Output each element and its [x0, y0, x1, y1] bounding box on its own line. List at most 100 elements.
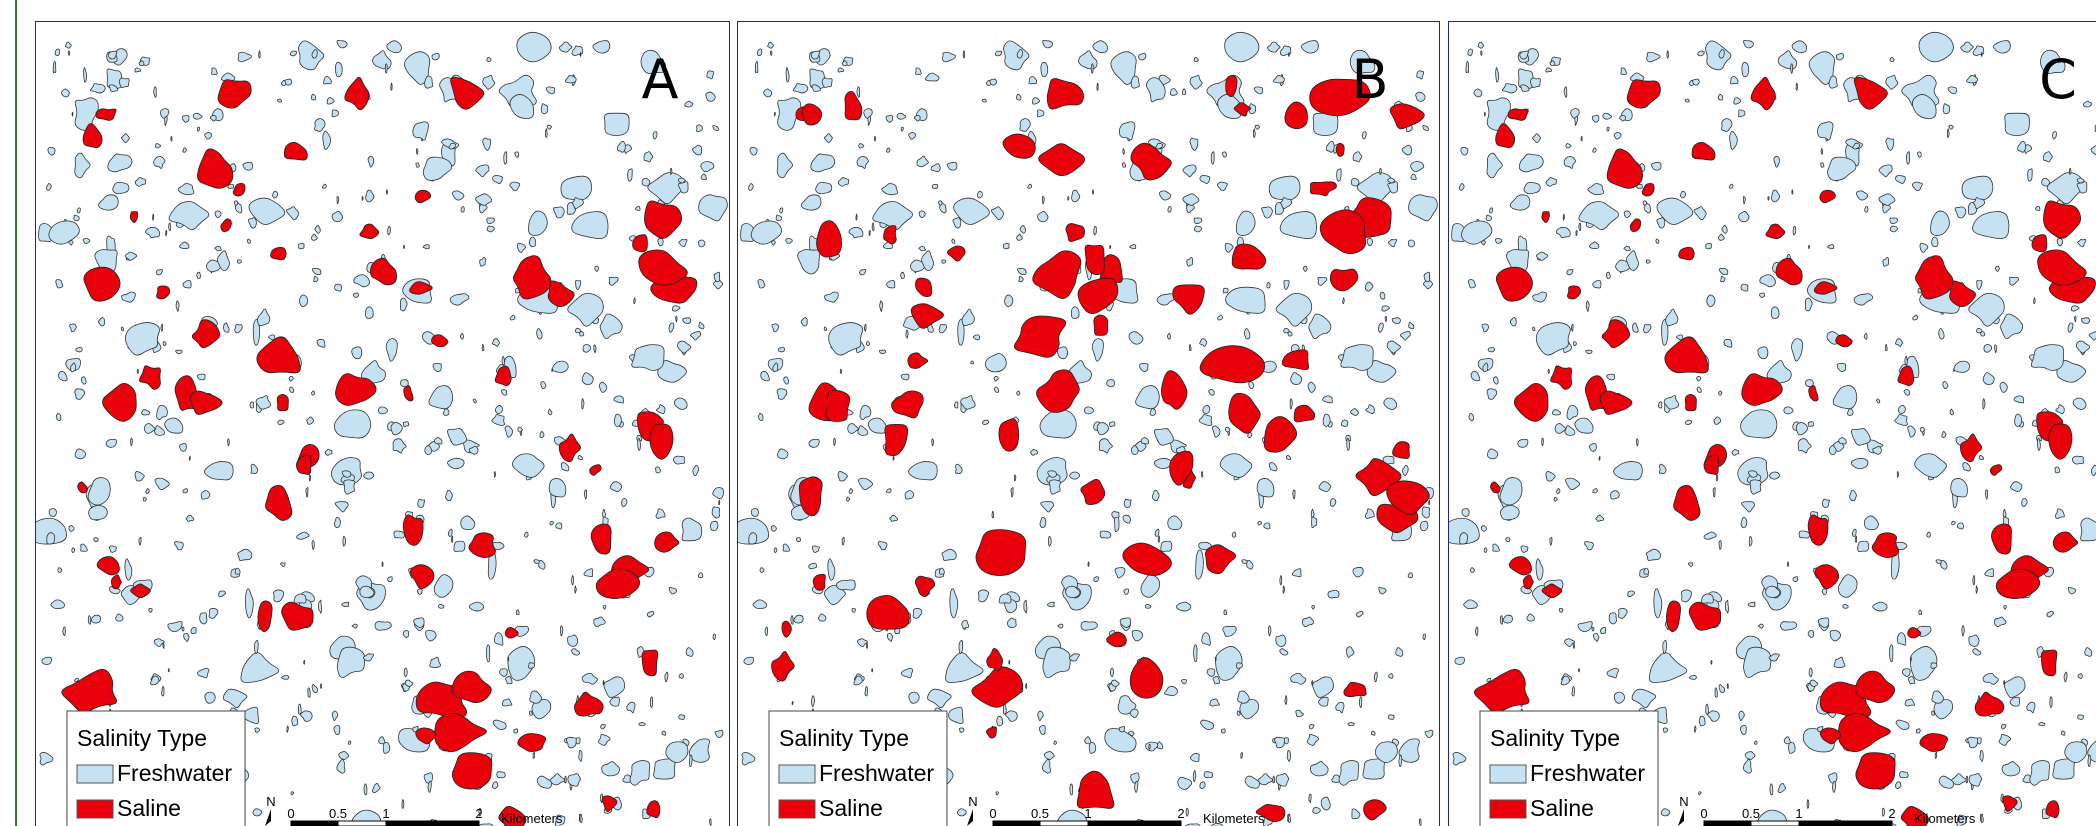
freshwater-lake [1161, 541, 1172, 552]
freshwater-lake [1141, 438, 1148, 444]
freshwater-lake [566, 737, 576, 748]
scale-segment [1704, 821, 1751, 826]
freshwater-lake [378, 407, 387, 414]
freshwater-lake [1573, 341, 1576, 345]
freshwater-lake [791, 616, 793, 625]
freshwater-lake [348, 741, 351, 745]
map-panel: CSalinity TypeFreshwaterSalineN00.512Kil… [1441, 21, 2096, 826]
freshwater-lake [1380, 168, 1382, 174]
freshwater-lake [842, 537, 844, 545]
freshwater-lake [1359, 697, 1361, 708]
freshwater-lake [816, 182, 832, 193]
freshwater-lake [1606, 272, 1610, 278]
freshwater-lake [1607, 127, 1609, 131]
freshwater-lake [461, 206, 464, 212]
saline-lake [1508, 109, 1528, 121]
scale-segment [1751, 821, 1799, 826]
freshwater-lake [189, 456, 190, 460]
freshwater-lake [1563, 214, 1564, 220]
freshwater-lake [940, 568, 945, 574]
freshwater-lake [1573, 643, 1574, 648]
freshwater-lake [1341, 420, 1347, 426]
freshwater-lake [418, 499, 425, 507]
saline-lake [1856, 753, 1895, 789]
freshwater-lake [238, 260, 242, 263]
freshwater-lake [2050, 697, 2052, 708]
saline-lake [826, 390, 850, 421]
freshwater-lake [1268, 626, 1270, 636]
freshwater-lake [1107, 380, 1115, 387]
freshwater-lake [1646, 260, 1650, 263]
freshwater-lake [1399, 755, 1402, 766]
freshwater-lake [1094, 577, 1099, 582]
scale-tick-label: 0.5 [1031, 806, 1049, 821]
freshwater-lake [312, 541, 314, 550]
freshwater-lake [168, 669, 169, 672]
freshwater-lake [94, 538, 98, 542]
freshwater-lake [1269, 176, 1300, 200]
legend-swatch [77, 800, 113, 818]
freshwater-lake [235, 568, 240, 574]
freshwater-lake [1962, 626, 1964, 636]
freshwater-lake [758, 413, 763, 420]
freshwater-lake [719, 500, 720, 505]
scale-tick-label: 0 [1700, 806, 1707, 821]
freshwater-lake [1919, 610, 1922, 615]
freshwater-lake [1885, 344, 1887, 350]
freshwater-lake [1592, 627, 1594, 631]
freshwater-lake [1408, 240, 1415, 247]
freshwater-lake [2028, 169, 2033, 182]
freshwater-lake [869, 230, 870, 235]
freshwater-lake [88, 616, 90, 625]
freshwater-lake [76, 347, 82, 351]
freshwater-lake [197, 127, 199, 131]
freshwater-lake [182, 627, 184, 631]
freshwater-lake [109, 546, 116, 553]
freshwater-lake [1123, 149, 1125, 155]
legend-item: Saline [117, 795, 181, 821]
freshwater-lake [1784, 407, 1793, 414]
freshwater-lake [658, 238, 663, 245]
freshwater-lake [614, 414, 621, 426]
legend-swatch [1490, 800, 1526, 818]
freshwater-lake [428, 781, 431, 792]
freshwater-lake [1715, 688, 1717, 698]
freshwater-lake [1362, 132, 1366, 139]
freshwater-lake [1533, 327, 1535, 331]
freshwater-lake [1973, 575, 1975, 584]
freshwater-lake [385, 64, 387, 73]
freshwater-lake [2061, 731, 2065, 735]
freshwater-lake [840, 369, 841, 373]
freshwater-lake [1110, 422, 1116, 427]
freshwater-lake [492, 782, 497, 789]
freshwater-lake [1693, 79, 1700, 85]
freshwater-lake [332, 110, 338, 117]
freshwater-lake [1371, 731, 1375, 735]
freshwater-lake [131, 438, 133, 446]
freshwater-lake [1656, 239, 1659, 243]
freshwater-lake [1900, 772, 1909, 778]
scale-tick-label: 2 [475, 806, 482, 821]
freshwater-lake [1124, 589, 1129, 595]
freshwater-lake [494, 472, 495, 478]
freshwater-lake [1232, 532, 1236, 537]
freshwater-lake [320, 684, 321, 689]
freshwater-lake [1484, 548, 1487, 553]
freshwater-lake [529, 237, 535, 247]
legend-item: Freshwater [1530, 760, 1645, 786]
freshwater-lake [2078, 715, 2084, 720]
north-label: N [266, 794, 275, 809]
freshwater-lake [1663, 640, 1667, 653]
freshwater-lake [1419, 819, 1421, 826]
freshwater-lake [1882, 808, 1884, 816]
freshwater-lake [1599, 456, 1600, 460]
freshwater-lake [250, 402, 254, 408]
freshwater-lake [1385, 316, 1387, 322]
freshwater-lake [259, 51, 260, 58]
map-panel: ASalinity TypeFreshwaterSalineN00.512Kil… [28, 21, 730, 826]
freshwater-lake [394, 531, 405, 538]
freshwater-lake [992, 511, 994, 518]
freshwater-lake [713, 634, 716, 640]
freshwater-lake [1644, 568, 1649, 574]
freshwater-lake [1110, 668, 1113, 677]
